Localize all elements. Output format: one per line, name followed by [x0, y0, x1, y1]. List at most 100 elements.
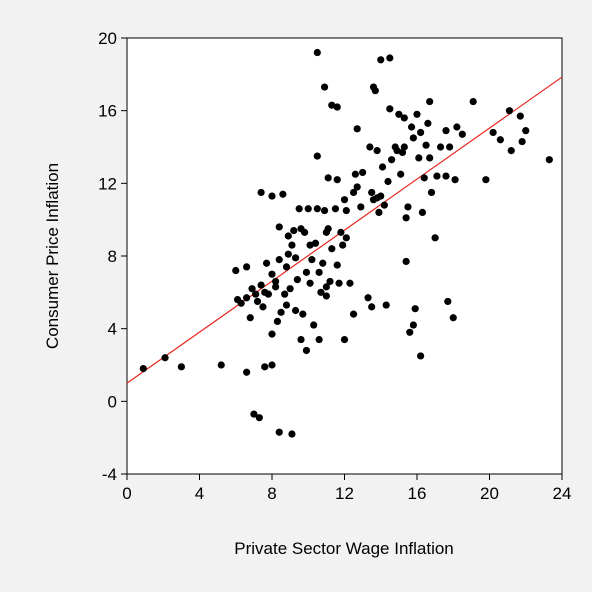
- x-tick-label: 8: [267, 484, 276, 503]
- scatter-point: [320, 83, 329, 91]
- scatter-point: [272, 283, 280, 291]
- scatter-point: [161, 354, 169, 362]
- scatter-point: [237, 299, 245, 307]
- scatter-point: [304, 205, 312, 213]
- scatter-point: [306, 241, 314, 249]
- scatter-point: [402, 214, 410, 222]
- scatter-point: [284, 232, 292, 240]
- scatter-point: [248, 285, 256, 293]
- scatter-point: [299, 310, 307, 318]
- scatter-point: [418, 208, 427, 216]
- scatter-point: [368, 303, 376, 311]
- scatter-point: [282, 301, 291, 309]
- x-tick-label: 24: [553, 484, 572, 503]
- scatter-point: [268, 330, 276, 338]
- scatter-point: [340, 335, 349, 344]
- scatter-point: [286, 285, 294, 293]
- scatter-point: [482, 176, 490, 184]
- scatter-point: [505, 107, 514, 115]
- x-tick-label: 20: [480, 484, 499, 503]
- fit-line-layer: [126, 76, 563, 384]
- scatter-point: [255, 414, 263, 422]
- scatter-point: [388, 156, 396, 164]
- y-tick-label: 0: [108, 392, 117, 411]
- scatter-point: [384, 177, 392, 186]
- scatter-point: [375, 208, 383, 216]
- scatter-point: [406, 328, 414, 336]
- y-axis-label: Consumer Price Inflation: [43, 163, 62, 349]
- y-tick-label: 16: [98, 102, 117, 121]
- scatter-point: [273, 317, 282, 325]
- scatter-point: [420, 174, 428, 182]
- scatter-point: [232, 266, 240, 275]
- scatter-point: [382, 301, 390, 309]
- scatter-point: [342, 206, 350, 215]
- scatter-point: [371, 87, 379, 95]
- scatter-point: [291, 306, 300, 315]
- scatter-point: [288, 430, 296, 438]
- scatter-point: [301, 228, 309, 236]
- scatter-point: [377, 192, 385, 200]
- scatter-point: [277, 308, 285, 316]
- scatter-point: [359, 168, 367, 177]
- scatter-point: [324, 225, 332, 233]
- scatter-point: [426, 97, 434, 106]
- points-layer: [139, 48, 553, 438]
- scatter-point: [436, 143, 445, 151]
- scatter-point: [545, 156, 553, 164]
- scatter-point: [522, 127, 530, 135]
- scatter-point: [489, 128, 497, 137]
- scatter-point: [400, 143, 408, 151]
- scatter-point: [313, 205, 321, 213]
- y-tick-label: 12: [98, 174, 117, 193]
- scatter-point: [328, 101, 336, 109]
- scatter-point: [451, 176, 459, 184]
- x-tick-label: 12: [335, 484, 354, 503]
- scatter-point: [386, 54, 394, 62]
- scatter-point: [400, 114, 408, 122]
- scatter-point: [380, 201, 388, 209]
- scatter-point: [322, 283, 330, 291]
- scatter-point: [268, 192, 276, 200]
- y-tick-label: 20: [98, 29, 117, 48]
- scatter-point: [409, 134, 417, 142]
- scatter-point: [415, 154, 423, 162]
- scatter-point: [353, 183, 361, 191]
- scatter-point: [398, 148, 407, 157]
- scatter-point: [417, 128, 425, 137]
- scatter-point: [177, 363, 185, 371]
- scatter-point: [409, 321, 417, 329]
- scatter-point: [395, 110, 403, 118]
- scatter-point: [331, 205, 340, 213]
- x-tick-label: 0: [122, 484, 131, 503]
- scatter-point: [257, 188, 265, 197]
- scatter-point: [433, 172, 441, 180]
- scatter-point: [357, 203, 365, 211]
- scatter-point: [333, 176, 341, 184]
- scatter-point: [340, 196, 349, 204]
- scatter-point: [320, 206, 329, 215]
- scatter-point: [217, 361, 225, 369]
- scatter-point: [322, 292, 330, 300]
- scatter-point: [313, 48, 321, 57]
- scatter-point: [469, 97, 477, 106]
- scatter-point: [339, 241, 347, 249]
- scatter-point: [290, 226, 298, 235]
- scatter-point: [302, 268, 311, 276]
- y-axis: -4 0 4 8 12 16 20: [98, 29, 127, 484]
- scatter-point: [281, 290, 289, 298]
- scatter-point: [275, 256, 283, 264]
- scatter-point: [275, 223, 283, 231]
- scatter-point: [313, 152, 321, 160]
- scatter-point: [293, 276, 301, 284]
- scatter-point: [377, 56, 385, 64]
- scatter-point: [518, 137, 526, 146]
- scatter-point: [279, 190, 287, 198]
- scatter-point: [373, 147, 381, 155]
- scatter-point: [516, 112, 524, 120]
- scatter-point: [442, 127, 450, 135]
- y-tick-label: 4: [108, 320, 117, 339]
- scatter-point: [378, 163, 387, 171]
- scatter-point: [449, 314, 457, 322]
